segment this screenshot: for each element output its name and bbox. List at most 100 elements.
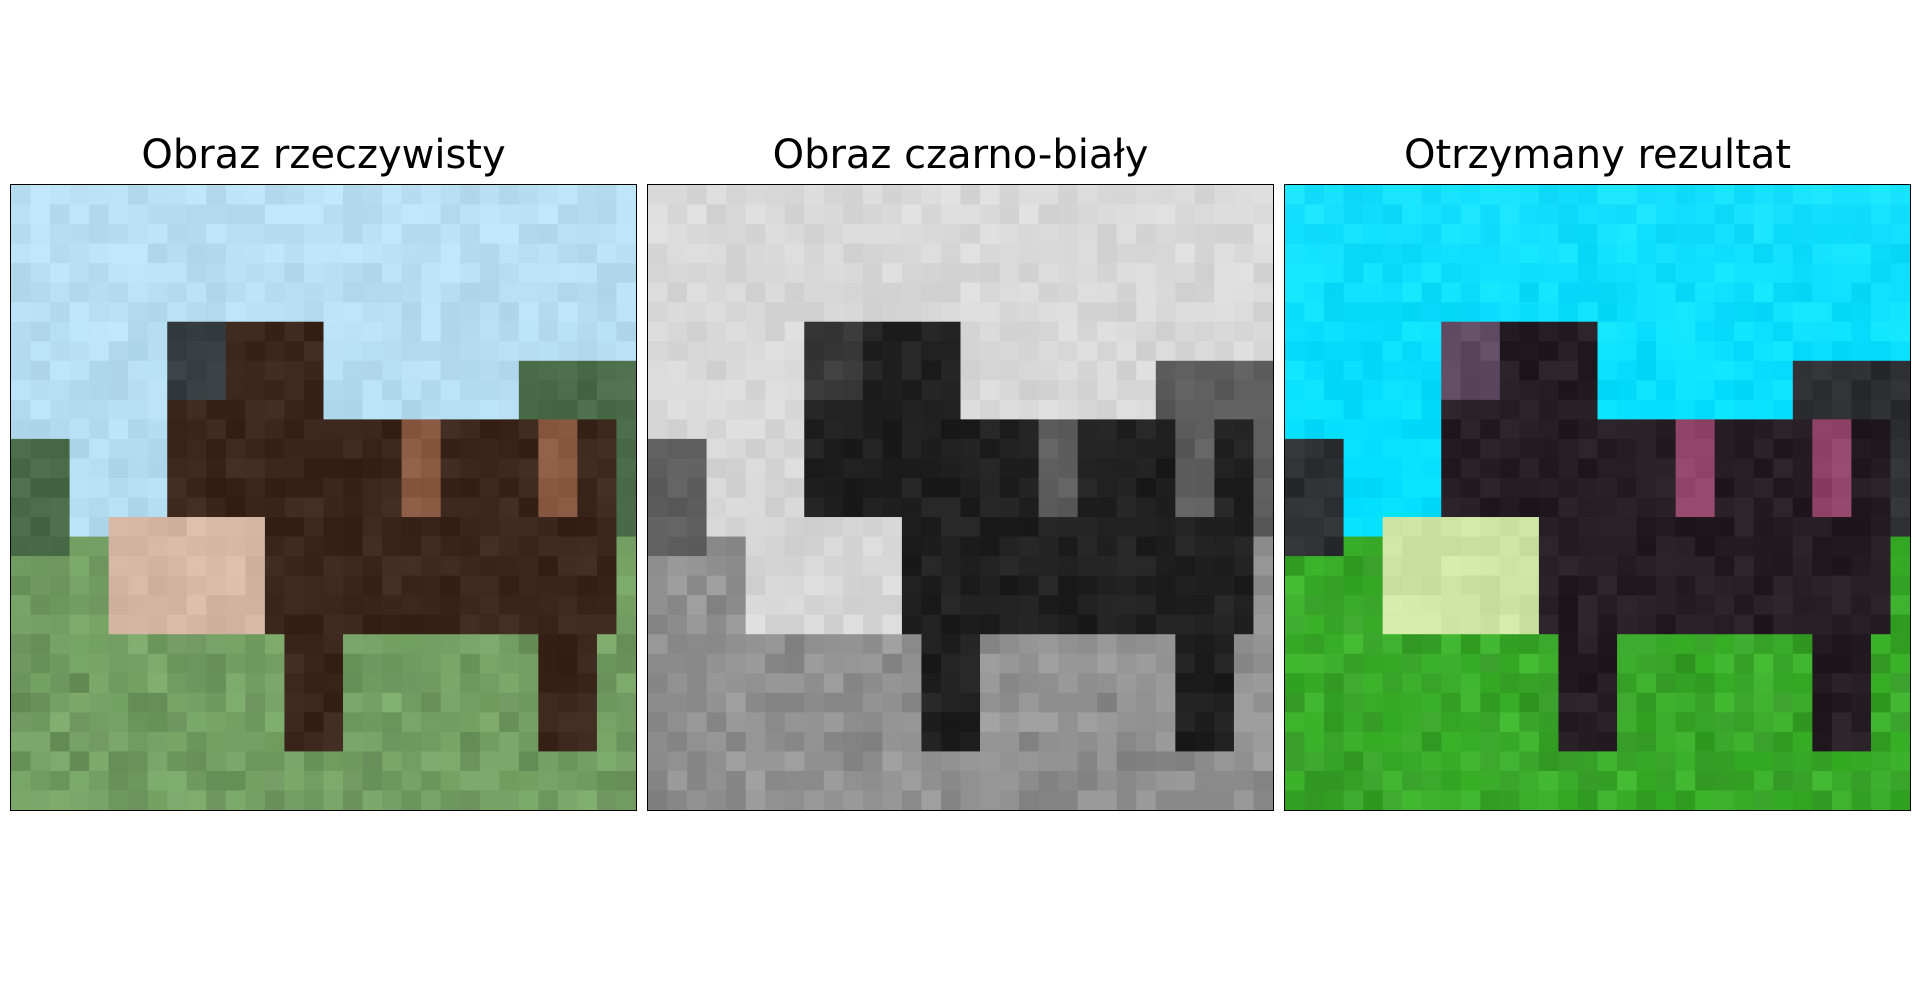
image-pixel <box>1285 653 1305 674</box>
image-pixel <box>264 536 285 557</box>
image-pixel <box>1597 477 1618 498</box>
image-pixel <box>284 438 305 459</box>
image-pixel <box>557 731 578 752</box>
image-pixel <box>421 282 442 303</box>
image-pixel <box>167 536 188 557</box>
image-pixel <box>1363 712 1384 733</box>
image-pixel <box>362 224 383 244</box>
image-pixel <box>823 634 844 655</box>
image-pixel <box>648 517 668 537</box>
image-pixel <box>1175 653 1196 674</box>
image-pixel <box>1870 477 1891 498</box>
image-pixel <box>960 458 981 479</box>
image-pixel <box>323 360 344 381</box>
image-pixel <box>479 790 500 810</box>
image-pixel <box>1773 458 1794 479</box>
image-pixel <box>167 595 188 616</box>
image-pixel <box>1792 438 1813 459</box>
image-pixel <box>823 224 844 244</box>
image-pixel <box>284 321 305 342</box>
image-pixel <box>499 770 520 791</box>
image-pixel <box>1038 731 1059 752</box>
image-pixel <box>284 263 305 284</box>
image-pixel <box>1382 204 1403 225</box>
image-pixel <box>596 536 617 557</box>
image-pixel <box>1324 536 1344 557</box>
image-pixel <box>1519 692 1540 713</box>
image-pixel <box>1038 477 1059 498</box>
image-pixel <box>147 575 168 596</box>
image-pixel <box>1058 653 1079 674</box>
image-pixel <box>440 536 461 557</box>
image-pixel <box>921 653 942 674</box>
image-pixel <box>1285 185 1305 205</box>
image-pixel <box>1617 282 1637 303</box>
image-pixel <box>577 497 598 518</box>
image-pixel <box>765 556 786 577</box>
image-pixel <box>343 360 363 381</box>
image-pixel <box>518 673 539 694</box>
image-pixel <box>1460 204 1481 225</box>
image-pixel <box>225 360 246 381</box>
image-pixel <box>577 790 598 810</box>
image-pixel <box>382 731 403 752</box>
image-pixel <box>1038 712 1059 733</box>
image-pixel <box>784 341 805 362</box>
image-pixel <box>804 575 825 596</box>
image-pixel <box>1538 419 1559 440</box>
image-pixel <box>577 380 598 401</box>
image-pixel <box>11 302 31 323</box>
image-pixel <box>596 458 617 479</box>
image-pixel <box>1792 790 1813 810</box>
image-pixel <box>1097 673 1118 694</box>
image-pixel <box>1077 204 1098 225</box>
image-pixel <box>1558 692 1579 713</box>
image-pixel <box>1421 673 1442 694</box>
image-pixel <box>1519 653 1540 674</box>
image-pixel <box>89 595 110 616</box>
image-pixel <box>1870 438 1891 459</box>
image-pixel <box>980 263 1000 284</box>
image-pixel <box>303 673 324 694</box>
image-pixel <box>1753 204 1774 225</box>
image-pixel <box>1519 399 1540 420</box>
image-pixel <box>206 224 227 244</box>
image-pixel <box>999 575 1020 596</box>
image-pixel <box>343 243 363 264</box>
image-pixel <box>128 731 149 752</box>
image-pixel <box>901 614 922 635</box>
image-pixel <box>1421 497 1442 518</box>
image-pixel <box>1233 341 1254 362</box>
image-pixel <box>479 731 500 752</box>
image-pixel <box>1363 634 1384 655</box>
image-pixel <box>726 653 747 674</box>
image-pixel <box>1116 497 1137 518</box>
image-pixel <box>499 556 520 577</box>
image-pixel <box>960 438 981 459</box>
image-pixel <box>960 282 981 303</box>
image-pixel <box>1324 302 1344 323</box>
image-pixel <box>30 438 51 459</box>
image-pixel <box>1538 477 1559 498</box>
image-pixel <box>1175 438 1196 459</box>
image-pixel <box>921 243 942 264</box>
image-pixel <box>186 302 207 323</box>
image-pixel <box>1155 536 1176 557</box>
image-pixel <box>1636 185 1657 205</box>
image-pixel <box>245 302 266 323</box>
image-pixel <box>69 595 90 616</box>
image-pixel <box>1538 692 1559 713</box>
image-pixel <box>1460 575 1481 596</box>
image-pixel <box>1019 380 1040 401</box>
image-pixel <box>362 712 383 733</box>
image-pixel <box>882 595 903 616</box>
image-pixel <box>1890 653 1910 674</box>
image-pixel <box>726 731 747 752</box>
image-pixel <box>1695 751 1716 772</box>
image-pixel <box>1636 595 1657 616</box>
image-pixel <box>1175 419 1196 440</box>
image-pixel <box>921 575 942 596</box>
image-pixel <box>1519 204 1540 225</box>
image-pixel <box>1194 380 1215 401</box>
image-pixel <box>1253 360 1273 381</box>
